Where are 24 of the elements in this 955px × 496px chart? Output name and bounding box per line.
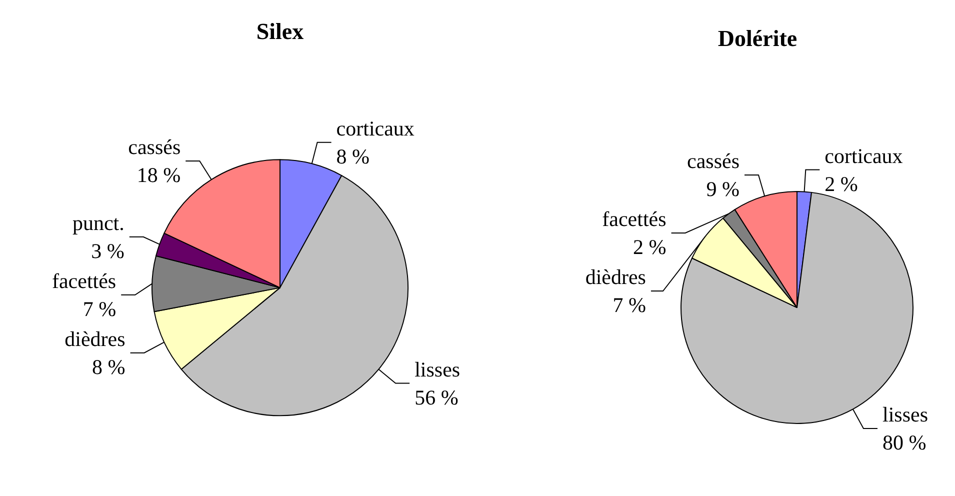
slice-label: corticaux <box>336 116 415 140</box>
slice-label: corticaux <box>824 144 904 168</box>
chart-title: Silex <box>256 19 304 44</box>
slice-label: dièdres <box>585 265 646 289</box>
slice-label: lisses <box>414 357 460 382</box>
data-label: 8 % <box>92 354 126 379</box>
slice-label: lisses <box>882 402 928 426</box>
data-label: 7 % <box>82 296 116 321</box>
data-label: 18 % <box>136 163 181 188</box>
slice-label: cassés <box>687 149 740 173</box>
data-label: 8 % <box>336 144 370 168</box>
data-label: 56 % <box>414 385 458 410</box>
slice-label: facettés <box>52 268 116 293</box>
slice-label: punct. <box>72 210 124 235</box>
data-label: 9 % <box>706 177 740 201</box>
data-label: 7 % <box>612 293 646 317</box>
slice-label: dièdres <box>64 326 126 351</box>
slice-label: cassés <box>128 135 181 160</box>
data-label: 2 % <box>633 235 666 259</box>
data-label: 2 % <box>824 172 858 196</box>
chart-title: Dolérite <box>718 26 798 51</box>
data-label: 3 % <box>91 238 124 263</box>
slice-label: facettés <box>602 207 666 231</box>
data-label: 80 % <box>882 430 926 454</box>
